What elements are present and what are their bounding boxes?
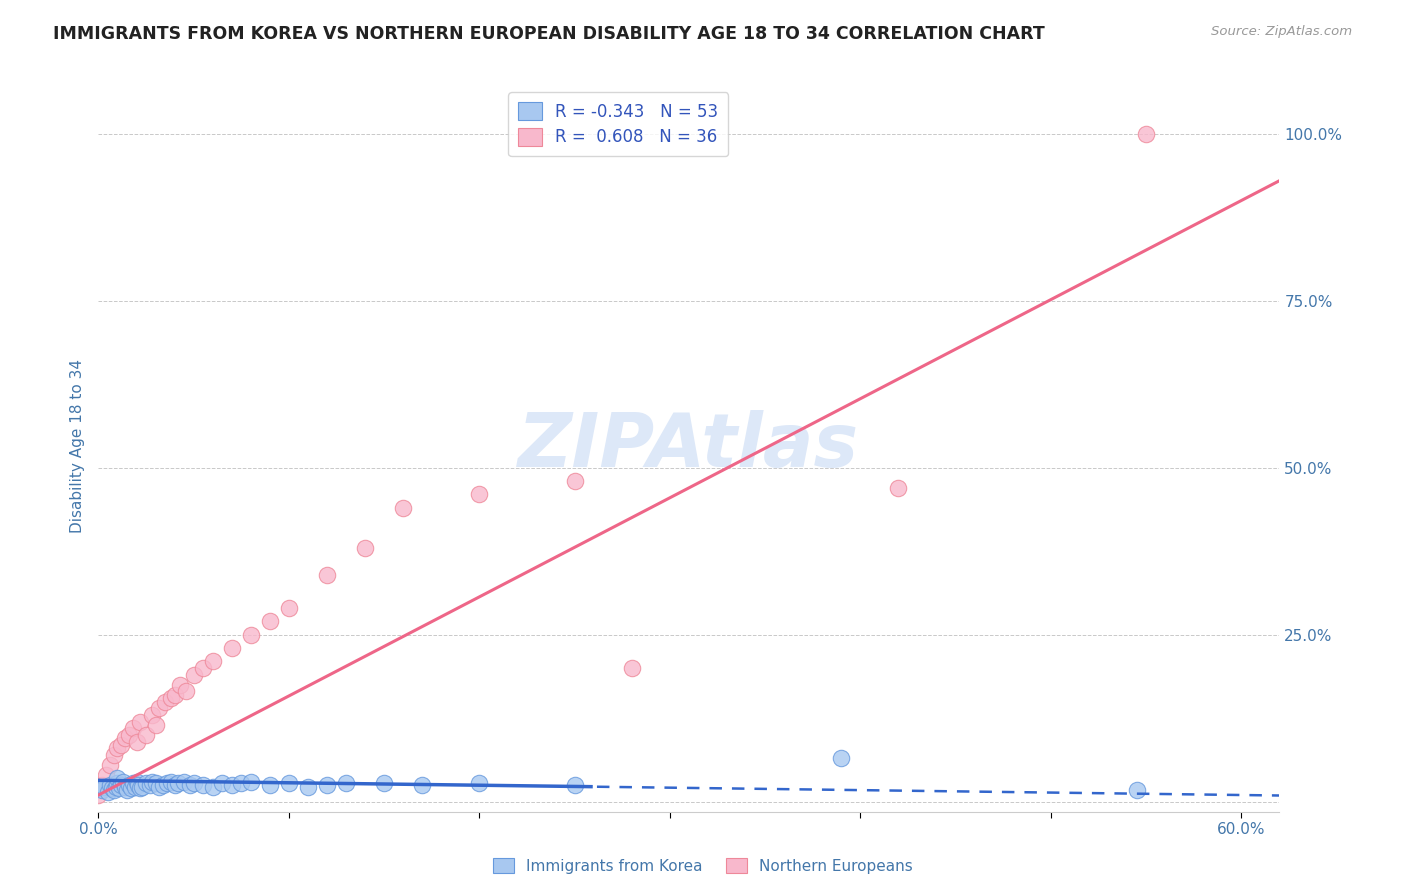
Point <box>277 776 299 790</box>
Point <box>103 782 125 797</box>
Point <box>107 741 129 756</box>
Y-axis label: Disability Age 18 to 34: Disability Age 18 to 34 <box>69 359 84 533</box>
Point <box>373 776 395 790</box>
Point <box>564 778 586 792</box>
Point <box>211 776 233 790</box>
Point <box>141 707 163 722</box>
Point <box>124 780 146 794</box>
Point <box>1125 782 1147 797</box>
Point <box>114 731 136 746</box>
Point <box>87 788 110 802</box>
Point <box>141 774 163 789</box>
Point <box>104 780 127 794</box>
Point <box>201 780 224 794</box>
Point <box>159 691 181 706</box>
Point <box>129 714 152 729</box>
Point <box>169 678 191 692</box>
Point <box>231 776 253 790</box>
Point <box>259 615 281 629</box>
Point <box>159 774 181 789</box>
Point <box>297 780 319 794</box>
Text: ZIPAtlas: ZIPAtlas <box>519 409 859 483</box>
Point <box>114 780 136 794</box>
Point <box>156 776 179 790</box>
Point <box>148 701 170 715</box>
Point <box>316 778 339 792</box>
Point <box>411 778 433 792</box>
Point <box>98 758 121 772</box>
Point <box>193 661 215 675</box>
Point <box>107 772 129 786</box>
Point <box>91 782 114 797</box>
Text: Source: ZipAtlas.com: Source: ZipAtlas.com <box>1212 25 1353 38</box>
Point <box>239 774 262 789</box>
Point <box>103 747 125 762</box>
Point <box>118 778 141 792</box>
Point <box>163 688 186 702</box>
Point <box>94 768 117 782</box>
Point <box>830 751 852 765</box>
Point <box>316 567 339 582</box>
Point <box>564 474 586 488</box>
Point <box>201 655 224 669</box>
Point <box>100 781 122 796</box>
Point <box>163 778 186 792</box>
Point <box>120 781 142 796</box>
Point <box>193 778 215 792</box>
Point <box>183 667 205 681</box>
Point <box>129 781 152 796</box>
Point <box>131 780 153 794</box>
Point <box>139 778 162 792</box>
Point <box>145 718 167 732</box>
Point <box>121 721 143 735</box>
Point <box>152 778 174 792</box>
Point <box>221 641 243 656</box>
Point <box>221 778 243 792</box>
Point <box>239 628 262 642</box>
Point <box>125 774 148 789</box>
Point <box>97 785 120 799</box>
Point <box>468 487 491 501</box>
Point <box>93 780 115 794</box>
Legend: R = -0.343   N = 53, R =  0.608   N = 36: R = -0.343 N = 53, R = 0.608 N = 36 <box>508 92 728 156</box>
Point <box>87 781 110 796</box>
Legend: Immigrants from Korea, Northern Europeans: Immigrants from Korea, Northern European… <box>486 852 920 880</box>
Point <box>354 541 377 555</box>
Point <box>121 776 143 790</box>
Point <box>127 778 149 792</box>
Point <box>91 778 114 792</box>
Point <box>148 780 170 794</box>
Point <box>112 774 135 789</box>
Point <box>173 774 195 789</box>
Point <box>887 481 910 495</box>
Point <box>115 782 138 797</box>
Point <box>125 734 148 748</box>
Point <box>183 776 205 790</box>
Point <box>145 776 167 790</box>
Point <box>108 781 131 796</box>
Point <box>135 776 157 790</box>
Text: IMMIGRANTS FROM KOREA VS NORTHERN EUROPEAN DISABILITY AGE 18 TO 34 CORRELATION C: IMMIGRANTS FROM KOREA VS NORTHERN EUROPE… <box>53 25 1045 43</box>
Point <box>620 661 643 675</box>
Point <box>392 500 415 515</box>
Point <box>110 738 132 752</box>
Point <box>259 778 281 792</box>
Point <box>179 778 201 792</box>
Point <box>110 778 132 792</box>
Point <box>277 601 299 615</box>
Point <box>1135 127 1157 141</box>
Point <box>153 694 176 708</box>
Point <box>167 776 190 790</box>
Point <box>98 778 121 792</box>
Point <box>107 776 129 790</box>
Point <box>174 684 197 698</box>
Point <box>335 776 357 790</box>
Point <box>118 728 141 742</box>
Point <box>135 728 157 742</box>
Point <box>468 776 491 790</box>
